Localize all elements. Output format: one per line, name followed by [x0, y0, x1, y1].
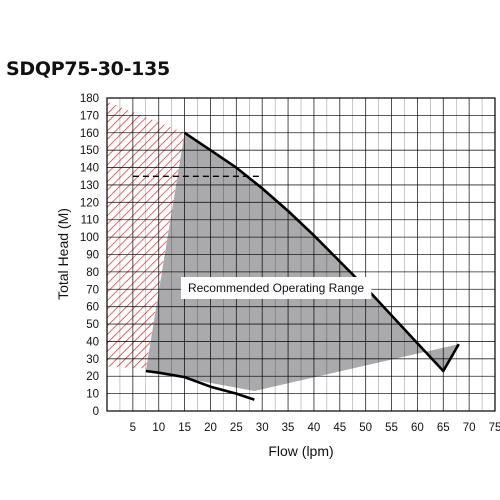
y-tick-label: 80: [86, 267, 99, 279]
y-tick-label: 150: [80, 145, 99, 157]
x-tick-label: 30: [256, 422, 269, 434]
y-tick-label: 160: [80, 128, 99, 140]
y-tick-label: 100: [80, 232, 99, 244]
x-tick-label: 5: [130, 422, 136, 434]
recommended-range-label: Recommended Operating Range: [188, 281, 364, 295]
x-tick-label: 25: [230, 422, 243, 434]
min-performance-curve: [145, 369, 255, 401]
x-tick-label: 40: [308, 422, 321, 434]
y-tick-label: 90: [86, 250, 99, 262]
x-tick-label: 35: [282, 422, 295, 434]
x-tick-label: 60: [411, 422, 424, 434]
recommended-range-label-box: [180, 277, 372, 299]
x-tick-label: 55: [385, 422, 398, 434]
page-title: SDQP75-30-135: [6, 58, 170, 80]
x-tick-label: 15: [178, 422, 191, 434]
plot-frame: [106, 97, 496, 412]
x-tick-label: 10: [152, 422, 165, 434]
x-axis-label: Flow (lpm): [268, 443, 333, 459]
x-tick-label: 50: [359, 422, 372, 434]
y-tick-label: 110: [81, 215, 99, 227]
y-tick-label: 180: [80, 93, 99, 105]
y-tick-label: 170: [80, 110, 99, 122]
y-tick-label: 0: [93, 406, 99, 418]
recommended-region: [145, 132, 459, 392]
max-performance-curve: [183, 131, 460, 373]
x-tick-label: 45: [333, 422, 346, 434]
y-tick-label: 60: [86, 302, 99, 314]
y-tick-label: 130: [80, 180, 99, 192]
x-tick-label: 65: [437, 422, 450, 434]
y-tick-label: 140: [80, 163, 99, 175]
y-tick-label: 120: [80, 197, 99, 209]
x-tick-label: 20: [204, 422, 217, 434]
y-tick-label: 30: [86, 354, 99, 366]
y-axis-label: Total Head (M): [55, 208, 71, 300]
y-tick-label: 50: [86, 319, 99, 331]
y-tick-label: 70: [86, 284, 99, 296]
x-tick-label: 75: [489, 422, 500, 434]
x-tick-label: 70: [463, 422, 476, 434]
y-tick-label: 10: [86, 389, 99, 401]
y-tick-label: 20: [86, 371, 99, 383]
y-tick-label: 40: [86, 336, 99, 348]
